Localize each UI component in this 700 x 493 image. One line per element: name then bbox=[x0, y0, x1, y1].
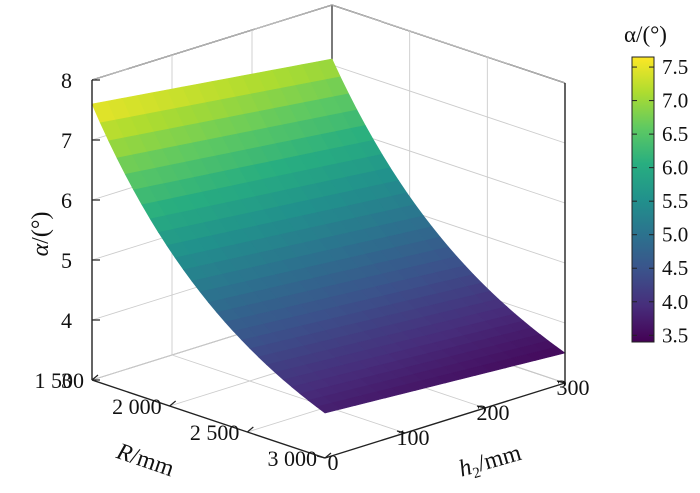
z-axis-label-unit: /(°) bbox=[28, 212, 54, 244]
y-tick-mark bbox=[476, 405, 486, 409]
colorbar-tick-label: 6.0 bbox=[662, 156, 688, 180]
colorbar-tick-label: 6.5 bbox=[662, 122, 688, 146]
x-axis-line bbox=[91, 379, 326, 459]
colorbar-tick-label: 3.5 bbox=[662, 323, 688, 347]
surface-patch bbox=[315, 402, 341, 414]
axis-ticks: 3 4 5 6 7 8 1 500 2 000 2 500 3 000 0 100 200 300 bbox=[35, 68, 590, 475]
x-tick-mark bbox=[91, 374, 99, 381]
z-tick-label: 8 bbox=[61, 68, 72, 93]
y-tick-mark bbox=[556, 380, 566, 384]
y-tick-label: 0 bbox=[328, 450, 339, 475]
x-tick-label: 3 000 bbox=[268, 446, 318, 471]
z-tick-label: 4 bbox=[61, 308, 72, 333]
z-tick-label: 6 bbox=[61, 188, 72, 213]
grid-line bbox=[171, 354, 406, 434]
x-tick-label: 2 500 bbox=[190, 420, 240, 445]
x-tick-label: 2 000 bbox=[112, 394, 162, 419]
y-axis-label-unit: /mm bbox=[475, 440, 525, 477]
y-axis-label: h2/mm bbox=[456, 440, 525, 485]
colorbar-ticks: 3.5 4.0 4.5 5.0 5.5 6.0 6.5 7.0 7.5 bbox=[632, 55, 688, 347]
z-tick-label: 5 bbox=[61, 248, 72, 273]
y-tick-label: 100 bbox=[397, 425, 430, 450]
grid-line bbox=[331, 4, 566, 84]
front-axes bbox=[91, 80, 566, 459]
y-axis-line bbox=[324, 382, 566, 459]
colorbar-tick-label: 4.5 bbox=[662, 256, 688, 280]
colorbar-tick-label: 4.0 bbox=[662, 290, 688, 314]
surface bbox=[91, 58, 566, 414]
grid-line bbox=[331, 64, 566, 144]
colorbar-tick-label: 5.5 bbox=[662, 189, 688, 213]
z-axis-label-main: α bbox=[28, 243, 54, 256]
z-axis-label: α/(°) bbox=[28, 212, 54, 257]
z-tick-label: 7 bbox=[61, 128, 72, 153]
x-tick-mark bbox=[169, 400, 177, 407]
x-tick-mark bbox=[324, 452, 332, 459]
colorbar-tick-label: 7.0 bbox=[662, 89, 688, 113]
colorbar-title: α/(°) bbox=[624, 22, 667, 47]
grid-line bbox=[91, 4, 333, 81]
x-tick-label: 1 500 bbox=[35, 368, 85, 393]
y-tick-mark bbox=[396, 430, 406, 434]
colorbar-bar bbox=[631, 56, 655, 343]
y-tick-mark bbox=[316, 455, 326, 459]
x-tick-mark bbox=[246, 426, 254, 433]
y-tick-label: 300 bbox=[557, 375, 590, 400]
y-tick-label: 200 bbox=[477, 400, 510, 425]
y-axis-label-sub: 2 bbox=[471, 465, 483, 482]
x-axis-label-unit: /mm bbox=[127, 443, 177, 482]
z-tick-label: 3 bbox=[61, 368, 72, 393]
x-axis-label: R/mm bbox=[112, 438, 177, 482]
colorbar-tick-label: 7.5 bbox=[662, 55, 688, 79]
colorbar: α/(°) 3.5 4.0 4.5 5.0 5.5 6.0 6.5 7.0 7.5 bbox=[624, 22, 688, 347]
colorbar-tick-label: 5.0 bbox=[662, 223, 688, 247]
